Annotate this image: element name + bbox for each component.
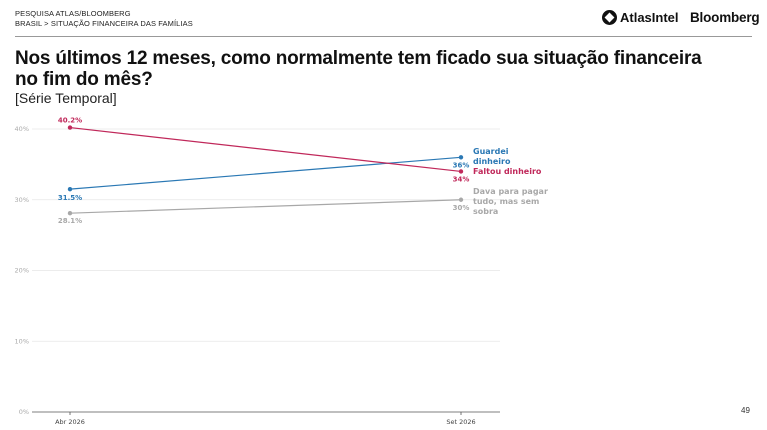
- series-label: Dava para pagar: [473, 187, 548, 196]
- header-divider: [15, 36, 752, 37]
- data-point: [458, 197, 464, 202]
- series-line: [69, 126, 462, 173]
- chart-subtitle: [Série Temporal]: [15, 90, 117, 106]
- x-tick-label: Set 2026: [446, 418, 475, 426]
- report-header: PESQUISA ATLAS/BLOOMBERG BRASIL > SITUAÇ…: [15, 9, 193, 29]
- page-number: 49: [741, 406, 750, 415]
- data-label: 30%: [453, 204, 470, 212]
- x-tick-label: Abr 2026: [55, 418, 85, 426]
- data-point: [67, 210, 73, 216]
- series-label: Guardei: [473, 147, 509, 156]
- series-line: [69, 156, 462, 190]
- data-point: [458, 155, 464, 160]
- data-label: 34%: [453, 175, 470, 183]
- series-label: dinheiro: [473, 157, 511, 166]
- y-tick-label: 30%: [15, 196, 29, 204]
- bloomberg-logo: Bloomberg: [690, 10, 760, 25]
- series-label: tudo, mas sem: [473, 197, 539, 206]
- data-label: 36%: [453, 161, 470, 169]
- data-label: 40.2%: [58, 117, 82, 125]
- series-line: [69, 199, 462, 214]
- atlasintel-logo: AtlasIntel: [602, 10, 679, 25]
- series-label: sobra: [473, 207, 498, 216]
- atlasintel-logo-text: AtlasIntel: [620, 10, 679, 25]
- y-tick-label: 10%: [15, 337, 29, 345]
- data-label: 31.5%: [58, 194, 82, 202]
- header-survey: PESQUISA ATLAS/BLOOMBERG: [15, 9, 131, 18]
- y-tick-label: 0%: [19, 408, 29, 416]
- header-breadcrumb: BRASIL > SITUAÇÃO FINANCEIRA DAS FAMÍLIA…: [15, 19, 193, 28]
- y-tick-label: 40%: [15, 125, 29, 133]
- data-point: [458, 169, 464, 174]
- series-label: Faltou dinheiro: [473, 167, 542, 176]
- y-tick-label: 20%: [15, 267, 29, 275]
- data-label: 28.1%: [58, 217, 82, 225]
- atlasintel-logo-icon: [602, 10, 617, 25]
- chart-title: Nos últimos 12 meses, como normalmente t…: [15, 48, 702, 90]
- data-point: [67, 125, 73, 130]
- data-point: [67, 186, 73, 192]
